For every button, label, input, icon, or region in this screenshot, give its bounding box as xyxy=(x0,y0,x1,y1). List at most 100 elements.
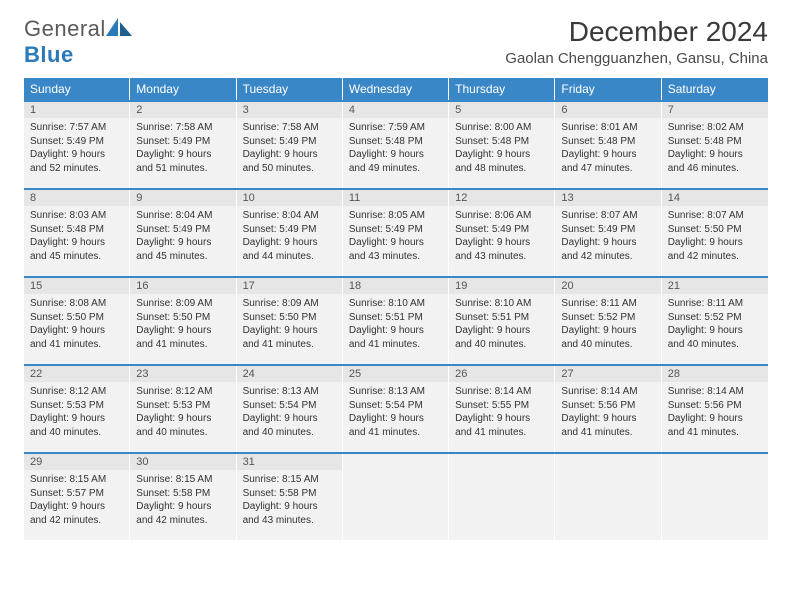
day-body: Sunrise: 8:04 AMSunset: 5:49 PMDaylight:… xyxy=(130,206,235,269)
day-number: 17 xyxy=(237,278,342,294)
day-number: 26 xyxy=(449,366,554,382)
day-number: 21 xyxy=(662,278,768,294)
logo-sail-icon xyxy=(106,18,132,36)
sunrise-text: Sunrise: 8:04 AM xyxy=(136,209,229,223)
sunset-text: Sunset: 5:49 PM xyxy=(349,223,442,237)
sunset-text: Sunset: 5:49 PM xyxy=(30,135,123,149)
sunset-text: Sunset: 5:48 PM xyxy=(349,135,442,149)
day-body: Sunrise: 8:07 AMSunset: 5:50 PMDaylight:… xyxy=(662,206,768,269)
day-number: 24 xyxy=(237,366,342,382)
day-number: 22 xyxy=(24,366,129,382)
sunrise-text: Sunrise: 8:09 AM xyxy=(243,297,336,311)
daylight-text: Daylight: 9 hours and 41 minutes. xyxy=(243,324,336,351)
sunset-text: Sunset: 5:48 PM xyxy=(455,135,548,149)
day-number: 16 xyxy=(130,278,235,294)
sunset-text: Sunset: 5:49 PM xyxy=(243,223,336,237)
sunset-text: Sunset: 5:49 PM xyxy=(136,135,229,149)
day-number: 27 xyxy=(555,366,660,382)
daylight-text: Daylight: 9 hours and 47 minutes. xyxy=(561,148,654,175)
daylight-text: Daylight: 9 hours and 41 minutes. xyxy=(349,324,442,351)
day-body: Sunrise: 8:07 AMSunset: 5:49 PMDaylight:… xyxy=(555,206,660,269)
daylight-text: Daylight: 9 hours and 51 minutes. xyxy=(136,148,229,175)
day-number: 11 xyxy=(343,190,448,206)
sunrise-text: Sunrise: 8:15 AM xyxy=(243,473,336,487)
day-number: 23 xyxy=(130,366,235,382)
calendar-week: 8Sunrise: 8:03 AMSunset: 5:48 PMDaylight… xyxy=(24,188,768,276)
sunset-text: Sunset: 5:52 PM xyxy=(668,311,762,325)
sunset-text: Sunset: 5:53 PM xyxy=(30,399,123,413)
day-number: 18 xyxy=(343,278,448,294)
day-cell-empty xyxy=(555,454,661,540)
sunrise-text: Sunrise: 8:15 AM xyxy=(136,473,229,487)
logo-part1: General xyxy=(24,16,106,41)
sunrise-text: Sunrise: 8:14 AM xyxy=(561,385,654,399)
day-body: Sunrise: 8:14 AMSunset: 5:56 PMDaylight:… xyxy=(555,382,660,445)
daylight-text: Daylight: 9 hours and 40 minutes. xyxy=(243,412,336,439)
sunrise-text: Sunrise: 8:00 AM xyxy=(455,121,548,135)
day-body: Sunrise: 8:15 AMSunset: 5:58 PMDaylight:… xyxy=(237,470,342,533)
sunrise-text: Sunrise: 7:58 AM xyxy=(243,121,336,135)
day-cell: 30Sunrise: 8:15 AMSunset: 5:58 PMDayligh… xyxy=(130,454,236,540)
daylight-text: Daylight: 9 hours and 42 minutes. xyxy=(668,236,762,263)
sunrise-text: Sunrise: 8:02 AM xyxy=(668,121,762,135)
sunrise-text: Sunrise: 8:07 AM xyxy=(561,209,654,223)
calendar-week: 15Sunrise: 8:08 AMSunset: 5:50 PMDayligh… xyxy=(24,276,768,364)
sunrise-text: Sunrise: 8:09 AM xyxy=(136,297,229,311)
day-header-cell: Friday xyxy=(555,78,661,100)
daylight-text: Daylight: 9 hours and 45 minutes. xyxy=(136,236,229,263)
daylight-text: Daylight: 9 hours and 42 minutes. xyxy=(136,500,229,527)
sunrise-text: Sunrise: 8:08 AM xyxy=(30,297,123,311)
sunset-text: Sunset: 5:50 PM xyxy=(668,223,762,237)
daylight-text: Daylight: 9 hours and 41 minutes. xyxy=(30,324,123,351)
sunset-text: Sunset: 5:48 PM xyxy=(668,135,762,149)
daylight-text: Daylight: 9 hours and 46 minutes. xyxy=(668,148,762,175)
day-body: Sunrise: 8:02 AMSunset: 5:48 PMDaylight:… xyxy=(662,118,768,181)
sunrise-text: Sunrise: 8:12 AM xyxy=(30,385,123,399)
day-cell: 14Sunrise: 8:07 AMSunset: 5:50 PMDayligh… xyxy=(662,190,768,276)
location-subtitle: Gaolan Chengguanzhen, Gansu, China xyxy=(505,50,768,67)
sunrise-text: Sunrise: 8:05 AM xyxy=(349,209,442,223)
header: General Blue December 2024 Gaolan Chengg… xyxy=(24,16,768,68)
day-cell: 11Sunrise: 8:05 AMSunset: 5:49 PMDayligh… xyxy=(343,190,449,276)
day-header-cell: Sunday xyxy=(24,78,130,100)
day-header-cell: Thursday xyxy=(449,78,555,100)
day-cell: 8Sunrise: 8:03 AMSunset: 5:48 PMDaylight… xyxy=(24,190,130,276)
sunset-text: Sunset: 5:51 PM xyxy=(349,311,442,325)
sunset-text: Sunset: 5:50 PM xyxy=(136,311,229,325)
day-body: Sunrise: 8:13 AMSunset: 5:54 PMDaylight:… xyxy=(237,382,342,445)
sunrise-text: Sunrise: 8:13 AM xyxy=(349,385,442,399)
day-number: 5 xyxy=(449,102,554,118)
sunrise-text: Sunrise: 8:14 AM xyxy=(455,385,548,399)
sunrise-text: Sunrise: 8:11 AM xyxy=(561,297,654,311)
daylight-text: Daylight: 9 hours and 45 minutes. xyxy=(30,236,123,263)
day-body: Sunrise: 7:58 AMSunset: 5:49 PMDaylight:… xyxy=(130,118,235,181)
day-number: 30 xyxy=(130,454,235,470)
day-number: 19 xyxy=(449,278,554,294)
logo: General Blue xyxy=(24,16,132,68)
day-number: 3 xyxy=(237,102,342,118)
sunrise-text: Sunrise: 8:11 AM xyxy=(668,297,762,311)
sunrise-text: Sunrise: 8:10 AM xyxy=(455,297,548,311)
sunset-text: Sunset: 5:49 PM xyxy=(243,135,336,149)
title-block: December 2024 Gaolan Chengguanzhen, Gans… xyxy=(505,16,768,67)
day-body: Sunrise: 8:15 AMSunset: 5:57 PMDaylight:… xyxy=(24,470,129,533)
day-number: 2 xyxy=(130,102,235,118)
day-body: Sunrise: 8:12 AMSunset: 5:53 PMDaylight:… xyxy=(130,382,235,445)
daylight-text: Daylight: 9 hours and 40 minutes. xyxy=(561,324,654,351)
day-body: Sunrise: 8:04 AMSunset: 5:49 PMDaylight:… xyxy=(237,206,342,269)
day-cell: 12Sunrise: 8:06 AMSunset: 5:49 PMDayligh… xyxy=(449,190,555,276)
day-body: Sunrise: 8:11 AMSunset: 5:52 PMDaylight:… xyxy=(662,294,768,357)
sunset-text: Sunset: 5:48 PM xyxy=(561,135,654,149)
day-body: Sunrise: 8:06 AMSunset: 5:49 PMDaylight:… xyxy=(449,206,554,269)
daylight-text: Daylight: 9 hours and 52 minutes. xyxy=(30,148,123,175)
sunset-text: Sunset: 5:56 PM xyxy=(561,399,654,413)
sunrise-text: Sunrise: 7:57 AM xyxy=(30,121,123,135)
daylight-text: Daylight: 9 hours and 40 minutes. xyxy=(668,324,762,351)
daylight-text: Daylight: 9 hours and 40 minutes. xyxy=(455,324,548,351)
sunset-text: Sunset: 5:48 PM xyxy=(30,223,123,237)
page-title: December 2024 xyxy=(505,16,768,48)
day-number: 12 xyxy=(449,190,554,206)
day-number: 8 xyxy=(24,190,129,206)
day-cell: 13Sunrise: 8:07 AMSunset: 5:49 PMDayligh… xyxy=(555,190,661,276)
calendar-week: 1Sunrise: 7:57 AMSunset: 5:49 PMDaylight… xyxy=(24,100,768,188)
